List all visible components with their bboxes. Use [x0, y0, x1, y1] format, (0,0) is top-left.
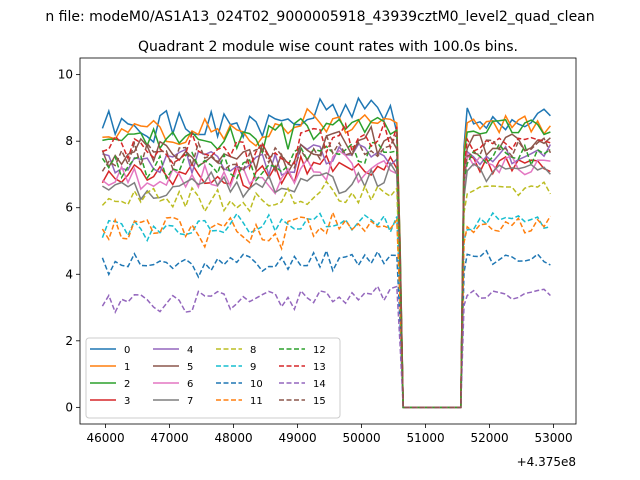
y-tick-label: 0	[65, 400, 73, 414]
series-line-13	[102, 120, 551, 409]
series-line-7	[102, 161, 551, 409]
x-tick-label: 49000	[279, 431, 317, 445]
legend-label-4: 4	[187, 345, 193, 356]
plot-frame	[79, 57, 577, 425]
x-tick-label: 50000	[343, 431, 381, 445]
chart-title: Quadrant 2 module wise count rates with …	[138, 39, 518, 55]
legend-box	[85, 337, 341, 419]
series-line-15	[101, 131, 552, 409]
y-axis: 0 2 4 6 8 10	[58, 68, 80, 414]
series-line-5	[101, 124, 551, 409]
x-tick-label: 51000	[407, 431, 445, 445]
legend-label-1: 1	[124, 362, 130, 373]
series-line-11	[101, 210, 552, 409]
y-tick-label: 6	[65, 201, 73, 215]
x-tick-label: 53000	[535, 431, 573, 445]
y-tick-label: 4	[65, 267, 73, 281]
legend-label-8: 8	[250, 345, 256, 356]
legend-label-14: 14	[313, 379, 326, 390]
y-tick-label: 10	[58, 68, 73, 82]
series-line-8	[101, 180, 552, 409]
series-line-0	[101, 96, 551, 409]
legend-label-11: 11	[250, 396, 263, 407]
legend-label-13: 13	[313, 362, 326, 373]
legend-label-9: 9	[250, 362, 256, 373]
series-line-1	[102, 107, 551, 409]
legend-label-3: 3	[124, 396, 130, 407]
figure-suptitle: n file: modeM0/AS1A13_024T02_9000005918_…	[45, 9, 594, 25]
legend-label-0: 0	[124, 345, 130, 356]
legend-label-10: 10	[250, 379, 263, 390]
plot-area	[101, 96, 552, 409]
y-tick-label: 8	[65, 134, 73, 148]
legend-label-15: 15	[313, 396, 326, 407]
series-line-3	[101, 153, 551, 409]
series-line-10	[101, 248, 551, 409]
legend-label-5: 5	[187, 362, 193, 373]
x-tick-label: 47000	[151, 431, 189, 445]
x-offset-label: +4.375e8	[517, 455, 576, 469]
legend-label-6: 6	[187, 379, 193, 390]
series-line-14	[101, 284, 551, 409]
y-tick-label: 2	[65, 334, 73, 348]
series-line-2	[102, 116, 551, 409]
x-axis: 46000 47000 48000 49000 50000 51000 52000 53000	[87, 424, 573, 445]
legend-label-2: 2	[124, 379, 130, 390]
legend-label-7: 7	[187, 396, 193, 407]
series-line-12	[101, 141, 551, 409]
x-tick-label: 52000	[471, 431, 509, 445]
legend-label-12: 12	[313, 345, 326, 356]
x-tick-label: 46000	[87, 431, 125, 445]
x-tick-label: 48000	[215, 431, 253, 445]
